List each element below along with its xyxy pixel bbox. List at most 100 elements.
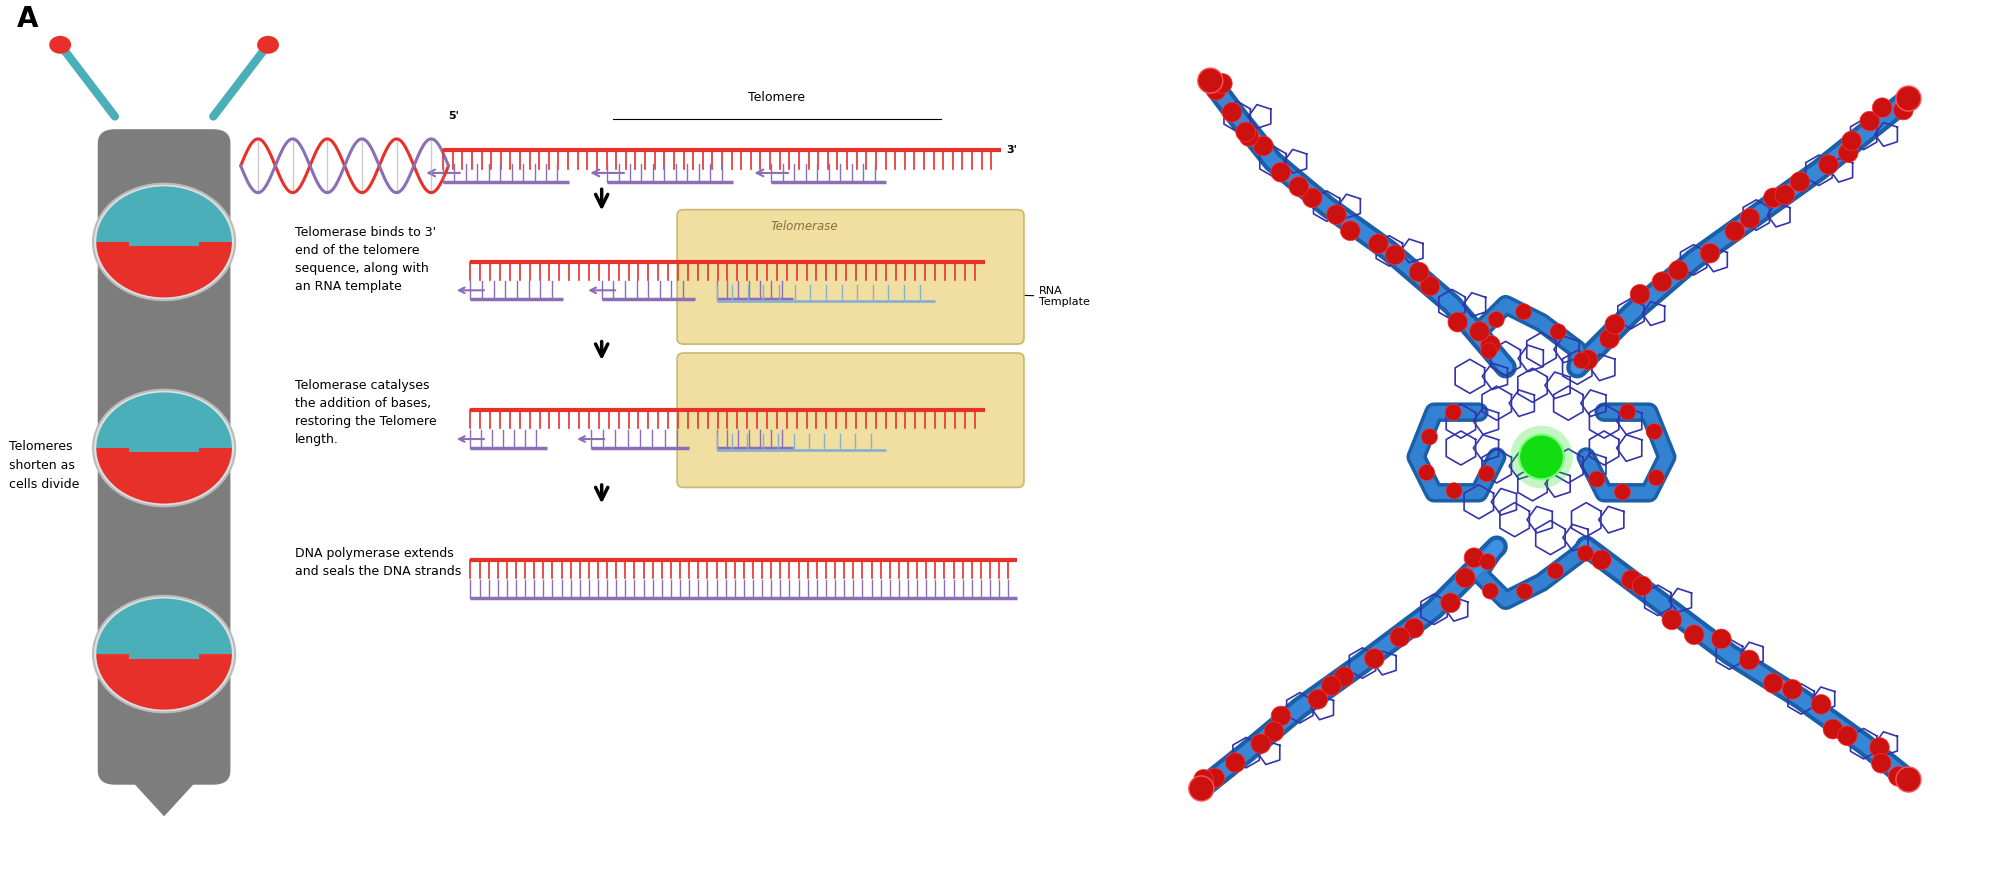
Circle shape bbox=[1404, 618, 1424, 638]
Circle shape bbox=[1205, 81, 1225, 100]
Circle shape bbox=[1896, 767, 1921, 792]
Circle shape bbox=[1251, 734, 1271, 754]
Circle shape bbox=[1221, 102, 1241, 122]
Text: A: A bbox=[16, 4, 38, 33]
Circle shape bbox=[1619, 404, 1635, 420]
Circle shape bbox=[1197, 68, 1223, 93]
Circle shape bbox=[1480, 335, 1500, 355]
Circle shape bbox=[1577, 546, 1593, 562]
Circle shape bbox=[1420, 276, 1440, 296]
Circle shape bbox=[1456, 568, 1476, 588]
Circle shape bbox=[1740, 650, 1758, 670]
Circle shape bbox=[1341, 221, 1360, 241]
Circle shape bbox=[1872, 754, 1892, 773]
Circle shape bbox=[1205, 768, 1225, 788]
Circle shape bbox=[1309, 689, 1329, 709]
Bar bbox=[129, 422, 199, 452]
Circle shape bbox=[1193, 770, 1213, 789]
Circle shape bbox=[1764, 674, 1782, 694]
Circle shape bbox=[1189, 776, 1213, 801]
Text: Telomere: Telomere bbox=[748, 91, 806, 104]
Text: Telomerase catalyses
the addition of bases,
restoring the Telomere
length.: Telomerase catalyses the addition of bas… bbox=[294, 379, 438, 446]
Circle shape bbox=[1488, 312, 1504, 328]
Circle shape bbox=[1335, 667, 1355, 686]
Circle shape bbox=[1589, 471, 1605, 487]
Circle shape bbox=[1685, 625, 1705, 644]
Circle shape bbox=[1894, 100, 1913, 120]
Circle shape bbox=[1549, 323, 1565, 340]
Wedge shape bbox=[95, 654, 233, 710]
Circle shape bbox=[1235, 122, 1255, 142]
Circle shape bbox=[1782, 679, 1802, 699]
Circle shape bbox=[1480, 554, 1496, 570]
Circle shape bbox=[1599, 329, 1619, 349]
Circle shape bbox=[1478, 466, 1494, 482]
Text: Telomerase binds to 3'
end of the telomere
sequence, along with
an RNA template: Telomerase binds to 3' end of the telome… bbox=[294, 226, 436, 293]
Circle shape bbox=[1321, 676, 1341, 695]
Circle shape bbox=[1577, 349, 1597, 369]
Circle shape bbox=[1271, 706, 1291, 726]
Text: 3': 3' bbox=[991, 254, 1000, 265]
Circle shape bbox=[1824, 719, 1842, 739]
Text: 3': 3' bbox=[1006, 144, 1016, 155]
Wedge shape bbox=[95, 186, 233, 242]
Circle shape bbox=[1440, 593, 1460, 613]
Circle shape bbox=[1303, 188, 1323, 208]
Bar bbox=[129, 482, 199, 493]
Circle shape bbox=[257, 36, 278, 54]
Circle shape bbox=[1265, 722, 1283, 742]
Circle shape bbox=[1510, 426, 1573, 488]
Circle shape bbox=[1669, 261, 1689, 280]
Text: 5': 5' bbox=[448, 111, 459, 121]
Circle shape bbox=[1711, 629, 1730, 649]
Bar bbox=[129, 203, 199, 246]
Circle shape bbox=[1870, 737, 1890, 757]
Circle shape bbox=[1872, 98, 1892, 117]
Circle shape bbox=[1647, 424, 1663, 440]
Circle shape bbox=[1464, 547, 1484, 567]
Circle shape bbox=[1633, 576, 1653, 596]
Circle shape bbox=[1446, 483, 1462, 499]
Text: Telomeres
shorten as
cells divide: Telomeres shorten as cells divide bbox=[8, 441, 80, 491]
Circle shape bbox=[1888, 766, 1907, 786]
Circle shape bbox=[50, 36, 72, 54]
Text: RNA
Template: RNA Template bbox=[943, 286, 1090, 307]
Circle shape bbox=[1418, 464, 1434, 480]
Circle shape bbox=[1818, 155, 1838, 175]
Circle shape bbox=[1516, 583, 1534, 599]
Circle shape bbox=[1812, 694, 1832, 714]
Circle shape bbox=[1790, 172, 1810, 192]
Wedge shape bbox=[95, 392, 233, 448]
Circle shape bbox=[1516, 304, 1532, 320]
Bar bbox=[129, 272, 199, 287]
Circle shape bbox=[1631, 284, 1649, 304]
Text: DNA polymerase extends
and seals the DNA strands: DNA polymerase extends and seals the DNA… bbox=[294, 547, 461, 578]
Circle shape bbox=[1615, 484, 1631, 500]
Circle shape bbox=[1225, 753, 1245, 772]
Circle shape bbox=[1390, 627, 1410, 647]
Circle shape bbox=[93, 184, 235, 300]
FancyBboxPatch shape bbox=[99, 130, 231, 784]
Circle shape bbox=[1724, 221, 1744, 241]
Circle shape bbox=[1271, 162, 1291, 182]
FancyBboxPatch shape bbox=[676, 210, 1024, 344]
Circle shape bbox=[1448, 313, 1468, 332]
Circle shape bbox=[1591, 550, 1611, 570]
Circle shape bbox=[1480, 343, 1498, 359]
Wedge shape bbox=[95, 242, 233, 297]
Circle shape bbox=[1470, 322, 1490, 341]
FancyBboxPatch shape bbox=[676, 353, 1024, 487]
Circle shape bbox=[1860, 111, 1880, 131]
Text: B: B bbox=[1122, 4, 1142, 33]
Circle shape bbox=[1842, 131, 1862, 151]
Circle shape bbox=[1289, 177, 1309, 196]
Circle shape bbox=[1774, 185, 1794, 204]
Circle shape bbox=[1649, 470, 1665, 486]
Circle shape bbox=[1621, 570, 1641, 590]
Wedge shape bbox=[95, 448, 233, 504]
Circle shape bbox=[1573, 352, 1589, 368]
Circle shape bbox=[1605, 314, 1625, 334]
Circle shape bbox=[1764, 188, 1784, 208]
Circle shape bbox=[1239, 126, 1259, 146]
Circle shape bbox=[1422, 429, 1438, 445]
